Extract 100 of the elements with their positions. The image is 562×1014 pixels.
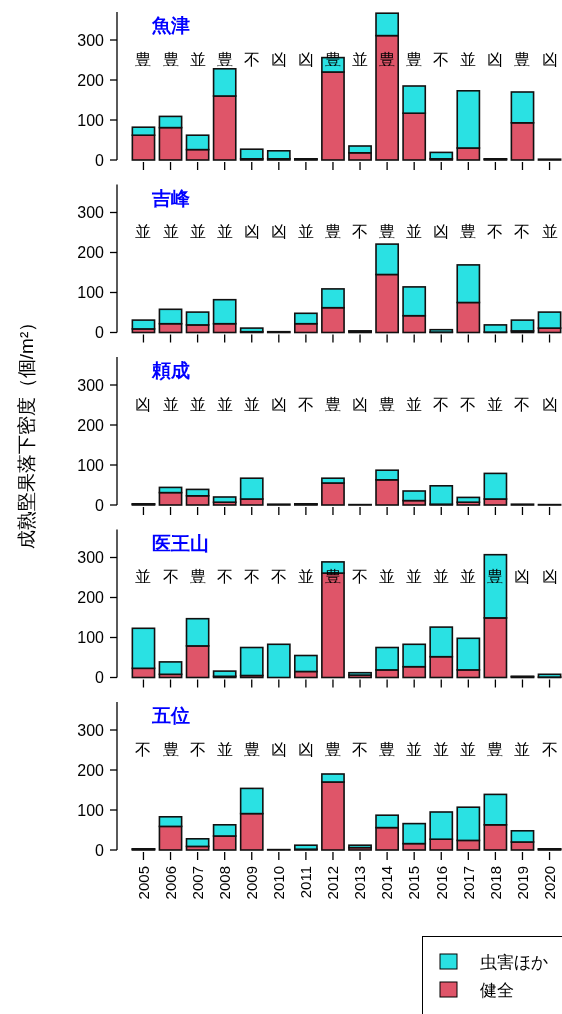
annotation: 豊 [514,50,531,68]
annotation: 不 [135,740,152,758]
annotation: 並 [433,740,450,758]
annotation: 不 [514,223,531,241]
annotation: 並 [162,223,179,241]
annotation: 豊 [216,50,233,68]
annotation: 豊 [460,223,477,241]
annotation: 並 [487,395,504,413]
annotation: 並 [297,568,314,586]
annotation: 並 [406,568,423,586]
annotation: 並 [433,568,450,586]
annotation: 豊 [379,740,396,758]
y-tick-label: 100 [77,456,105,474]
x-tick-label: 2017 [459,866,477,900]
y-tick-label: 100 [77,801,105,819]
annotation: 並 [216,740,233,758]
annotation: 不 [243,568,260,586]
annotation: 並 [460,568,477,586]
annotation: 並 [352,50,369,68]
chart-title: 頼成 [151,360,190,381]
chart-title: 吉峰 [151,187,191,209]
x-tick-label: 2019 [513,866,531,900]
annotation: 並 [406,740,423,758]
annotation: 凶 [297,740,314,758]
y-tick-label: 100 [77,284,105,302]
y-tick-label: 0 [95,496,105,514]
y-tick-label: 200 [77,71,105,89]
x-tick-label: 2018 [486,866,504,900]
x-tick-label: 2005 [134,866,152,900]
x-tick-label: 2012 [324,866,342,900]
annotation: 不 [541,740,558,758]
annotation: 豊 [487,740,504,758]
annotation: 不 [352,568,369,586]
x-tick-label: 2014 [378,866,396,900]
annotation: 豊 [243,740,260,758]
annotation: 凶 [270,50,287,68]
annotation: 不 [352,223,369,241]
y-tick-label: 200 [77,761,105,779]
annotation: 凶 [297,50,314,68]
annotation: 不 [162,568,179,586]
y-tick-label: 0 [95,151,105,169]
y-tick-label: 200 [77,416,105,434]
y-tick-label: 200 [77,244,105,262]
chart-title: 魚津 [151,15,190,36]
annotation: 豊 [324,223,341,241]
annotation: 豊 [379,395,396,413]
x-tick-label: 2009 [242,866,260,900]
annotation: 不 [189,740,206,758]
annotation: 凶 [243,223,260,241]
y-tick-label: 300 [77,721,105,739]
annotation: 不 [216,568,233,586]
y-tick-label: 300 [77,549,105,567]
y-tick-label: 300 [77,31,105,49]
annotation: 並 [216,223,233,241]
x-tick-label: 2020 [540,866,558,900]
annotation: 凶 [270,740,287,758]
annotation: 豊 [379,50,396,68]
annotation: 凶 [541,395,558,413]
annotation: 凶 [541,568,558,586]
annotation: 不 [487,223,504,241]
annotation: 豊 [162,50,179,68]
annotation: 凶 [270,223,287,241]
annotation: 並 [189,223,206,241]
x-tick-label: 2006 [161,866,179,900]
annotation: 不 [433,395,450,413]
y-tick-label: 200 [77,589,105,607]
y-tick-label: 0 [95,841,105,859]
annotation: 豊 [379,223,396,241]
annotation: 不 [297,395,314,413]
annotation: 並 [379,568,396,586]
legend-label: 健全 [480,980,514,1000]
annotation: 不 [243,50,260,68]
y-tick-label: 0 [95,669,105,687]
annotation: 不 [352,740,369,758]
y-tick-label: 300 [77,204,105,222]
x-tick-label: 2010 [270,866,288,900]
annotation: 並 [162,395,179,413]
legend-label: 虫害ほか [480,952,548,972]
annotation: 並 [406,223,423,241]
annotation: 豊 [487,568,504,586]
annotation: 並 [189,395,206,413]
x-tick-label: 2011 [297,866,315,899]
annotation: 凶 [433,223,450,241]
y-tick-label: 100 [77,629,105,647]
annotation: 並 [406,395,423,413]
x-tick-label: 2013 [351,866,369,900]
annotation: 豊 [406,50,423,68]
annotation: 並 [460,50,477,68]
annotation: 豊 [162,740,179,758]
x-tick-label: 2016 [432,866,450,900]
annotation: 凶 [352,395,369,413]
annotation: 不 [433,50,450,68]
annotation: 並 [297,223,314,241]
annotation: 豊 [324,395,341,413]
annotation: 凶 [514,568,531,586]
chart-title: 医王山 [152,532,209,554]
x-tick-label: 2015 [405,866,423,900]
annotation: 並 [135,223,152,241]
y-tick-label: 300 [77,376,105,394]
annotation: 不 [270,568,287,586]
